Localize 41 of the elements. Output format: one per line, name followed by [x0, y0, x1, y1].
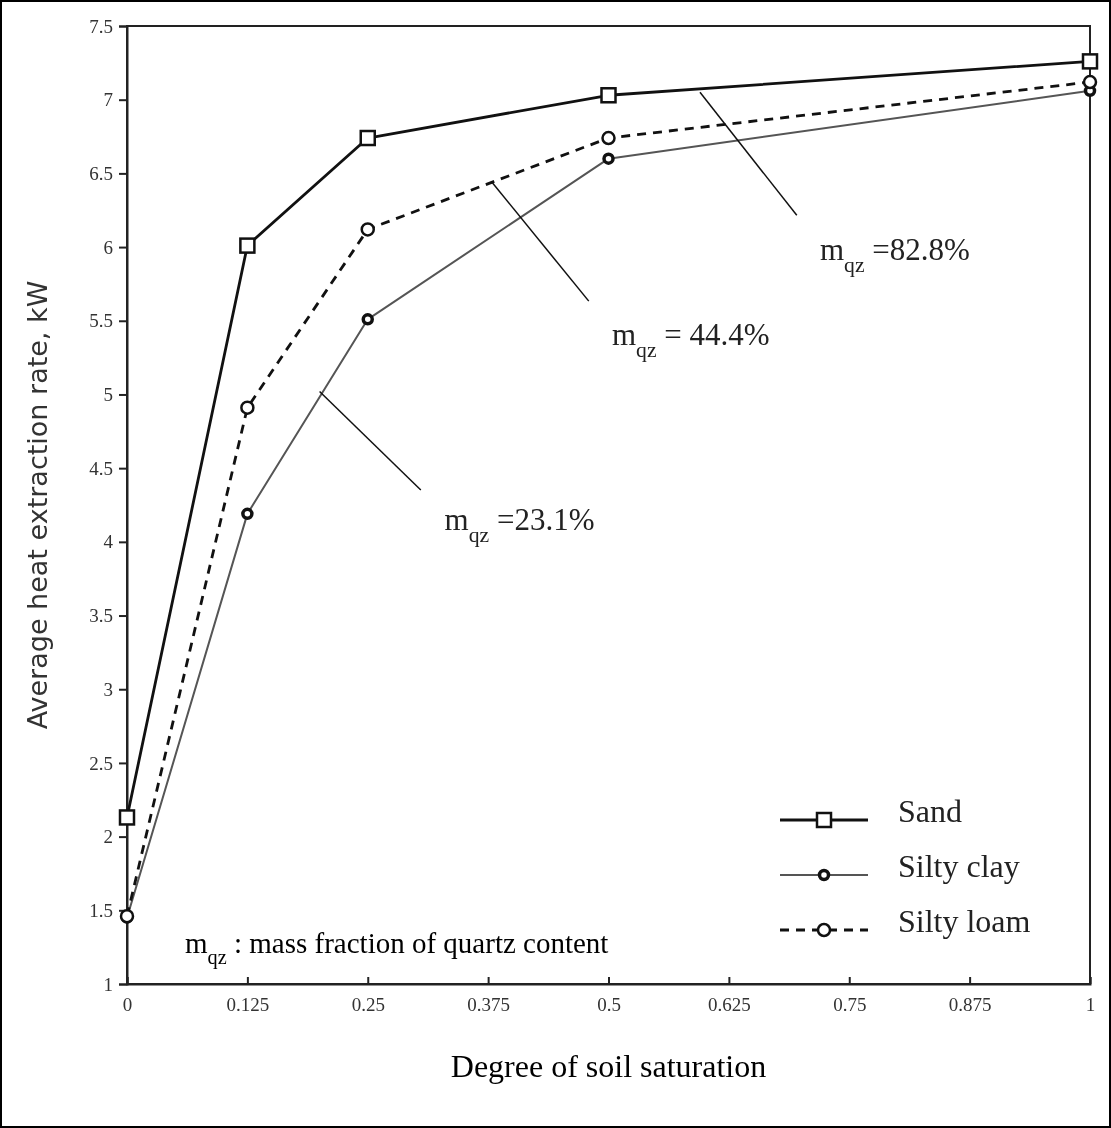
point — [360, 222, 375, 237]
legend-label: Sand — [898, 793, 962, 829]
annotation: m$_{qz}$ = 44.4% — [611, 317, 770, 363]
y-tick-label: 6.5 — [89, 162, 113, 184]
x-tick-label: 0.875 — [948, 994, 992, 1016]
y-tick-label: 5 — [103, 384, 113, 406]
legend-label: Silty loam — [898, 903, 1031, 939]
x-tick-label: 0.625 — [708, 994, 751, 1016]
y-tick-label: 1.5 — [89, 899, 113, 921]
legend-label: Silty clay — [898, 848, 1020, 884]
y-tick-label: 6 — [103, 236, 113, 258]
annotation: m$_{qz}$ =82.8% — [819, 232, 970, 278]
point — [359, 129, 376, 147]
x-axis-title: Degree of soil saturation — [450, 1048, 767, 1084]
y-tick-label: 4.5 — [89, 457, 113, 479]
annotation: m$_{qz}$ =23.1% — [444, 501, 595, 547]
y-tick-label: 2 — [103, 826, 113, 848]
point — [1081, 53, 1099, 70]
point — [240, 400, 255, 415]
y-tick-label: 3.5 — [89, 605, 113, 627]
point — [601, 130, 616, 146]
x-tick-label: 0.125 — [226, 994, 270, 1016]
annotation: m$_{qz}$ : mass fraction of quartz content — [185, 927, 609, 969]
x-tick-label: 0 — [122, 994, 133, 1016]
x-tick-label: 0.5 — [597, 994, 621, 1016]
y-tick-label: 7.5 — [89, 15, 113, 37]
x-tick-label: 0.75 — [833, 994, 867, 1016]
x-tick-label: 0.25 — [351, 994, 385, 1016]
y-tick-label: 4 — [103, 531, 114, 553]
y-axis-title: Average heat extraction rate, kW — [22, 280, 53, 730]
x-tick-label: 1 — [1085, 994, 1096, 1016]
point — [239, 237, 256, 254]
y-tick-label: 7 — [103, 89, 113, 111]
point — [1082, 74, 1098, 90]
y-tick-label: 2.5 — [89, 752, 113, 774]
point — [118, 809, 136, 826]
point — [600, 87, 617, 104]
y-tick-label: 3 — [103, 678, 113, 700]
x-tick-label: 0.375 — [467, 994, 510, 1016]
y-tick-label: 5.5 — [89, 310, 113, 332]
y-tick-label: 1 — [103, 973, 113, 995]
